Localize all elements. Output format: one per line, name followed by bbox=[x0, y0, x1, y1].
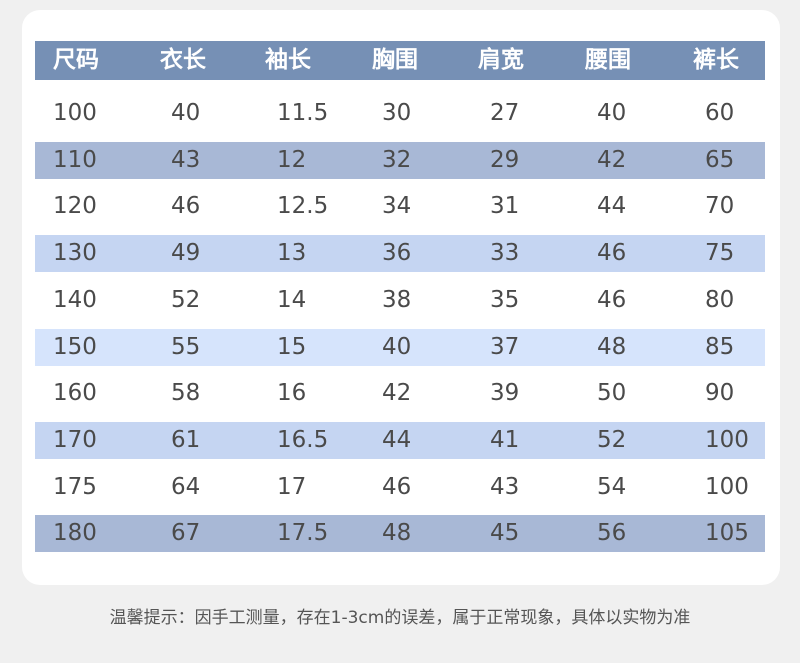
table-cell: 46 bbox=[597, 286, 627, 313]
table-row: 140 52 14 38 35 46 80 bbox=[35, 281, 765, 319]
table-cell: 12 bbox=[277, 146, 307, 173]
table-cell: 170 bbox=[53, 426, 97, 453]
table-cell: 33 bbox=[490, 240, 520, 267]
table-cell: 39 bbox=[490, 380, 520, 407]
table-row: 100 40 11.5 30 27 40 60 bbox=[35, 95, 765, 132]
table-cell: 31 bbox=[490, 193, 520, 220]
footnote: 温馨提示：因手工测量，存在1-3cm的误差，属于正常现象，具体以实物为准 bbox=[109, 608, 691, 628]
table-row: 160 58 16 42 39 50 90 bbox=[35, 375, 765, 413]
table-cell: 55 bbox=[171, 333, 201, 360]
table-cell: 46 bbox=[382, 473, 412, 500]
table-cell: 16.5 bbox=[277, 426, 329, 453]
table-cell: 64 bbox=[171, 473, 201, 500]
table-cell: 80 bbox=[705, 286, 735, 313]
table-cell: 65 bbox=[705, 146, 735, 173]
table-cell: 12.5 bbox=[277, 193, 329, 220]
table-cell: 85 bbox=[705, 333, 735, 360]
table-cell: 41 bbox=[490, 426, 520, 453]
table-cell: 46 bbox=[597, 240, 627, 267]
table-cell: 100 bbox=[705, 426, 749, 453]
table-cell: 37 bbox=[490, 333, 520, 360]
table-cell: 40 bbox=[382, 333, 412, 360]
table-row: 130 49 13 36 33 46 75 bbox=[35, 235, 765, 273]
table-cell: 36 bbox=[382, 240, 412, 267]
column-header: 腰围 bbox=[585, 47, 631, 73]
table-cell: 14 bbox=[277, 286, 307, 313]
table-cell: 49 bbox=[171, 240, 201, 267]
table-cell: 54 bbox=[597, 473, 627, 500]
table-cell: 27 bbox=[490, 100, 520, 126]
table-cell: 160 bbox=[53, 380, 97, 407]
table-row: 175 64 17 46 43 54 100 bbox=[35, 468, 765, 506]
table-row: 180 67 17.5 48 45 56 105 bbox=[35, 515, 765, 553]
table-cell: 11.5 bbox=[277, 100, 329, 126]
table-cell: 67 bbox=[171, 520, 201, 547]
table-cell: 56 bbox=[597, 520, 627, 547]
column-header: 裤长 bbox=[693, 47, 739, 73]
table-cell: 40 bbox=[597, 100, 627, 126]
table-cell: 48 bbox=[382, 520, 412, 547]
table-cell: 130 bbox=[53, 240, 97, 267]
table-cell: 52 bbox=[171, 286, 201, 313]
table-row: 170 61 16.5 44 41 52 100 bbox=[35, 421, 765, 459]
table-row: 110 43 12 32 29 42 65 bbox=[35, 141, 765, 179]
table-cell: 100 bbox=[53, 100, 97, 126]
table-cell: 35 bbox=[490, 286, 520, 313]
table-cell: 44 bbox=[597, 193, 627, 220]
column-header: 衣长 bbox=[160, 47, 206, 73]
table-cell: 32 bbox=[382, 146, 412, 173]
table-cell: 180 bbox=[53, 520, 97, 547]
table-row: 120 46 12.5 34 31 44 70 bbox=[35, 188, 765, 226]
table-cell: 120 bbox=[53, 193, 97, 220]
table-cell: 17 bbox=[277, 473, 307, 500]
table-cell: 175 bbox=[53, 473, 97, 500]
table-cell: 44 bbox=[382, 426, 412, 453]
table-cell: 42 bbox=[382, 380, 412, 407]
table-header: 尺码 衣长 袖长 胸围 肩宽 腰围 裤长 bbox=[35, 41, 765, 80]
table-cell: 61 bbox=[171, 426, 201, 453]
table-cell: 16 bbox=[277, 380, 307, 407]
table-cell: 70 bbox=[705, 193, 735, 220]
table-cell: 34 bbox=[382, 193, 412, 220]
table-cell: 17.5 bbox=[277, 520, 329, 547]
table-cell: 45 bbox=[490, 520, 520, 547]
table-cell: 46 bbox=[171, 193, 201, 220]
column-header: 胸围 bbox=[372, 47, 418, 73]
table-row: 150 55 15 40 37 48 85 bbox=[35, 328, 765, 366]
table-cell: 140 bbox=[53, 286, 97, 313]
table-cell: 29 bbox=[490, 146, 520, 173]
table-cell: 52 bbox=[597, 426, 627, 453]
table-cell: 105 bbox=[705, 520, 749, 547]
column-header: 肩宽 bbox=[478, 47, 524, 73]
table-cell: 13 bbox=[277, 240, 307, 267]
table-cell: 38 bbox=[382, 286, 412, 313]
column-header: 尺码 bbox=[53, 47, 99, 73]
table-cell: 150 bbox=[53, 333, 97, 360]
table-cell: 90 bbox=[705, 380, 735, 407]
table-cell: 60 bbox=[705, 100, 735, 126]
table-cell: 40 bbox=[171, 100, 201, 126]
table-cell: 100 bbox=[705, 473, 749, 500]
table-cell: 43 bbox=[490, 473, 520, 500]
table-cell: 50 bbox=[597, 380, 627, 407]
column-header: 袖长 bbox=[265, 47, 311, 73]
table-cell: 58 bbox=[171, 380, 201, 407]
table-cell: 15 bbox=[277, 333, 307, 360]
table-cell: 110 bbox=[53, 146, 97, 173]
table-cell: 42 bbox=[597, 146, 627, 173]
table-cell: 30 bbox=[382, 100, 412, 126]
table-cell: 43 bbox=[171, 146, 201, 173]
table-cell: 48 bbox=[597, 333, 627, 360]
table-cell: 75 bbox=[705, 240, 735, 267]
